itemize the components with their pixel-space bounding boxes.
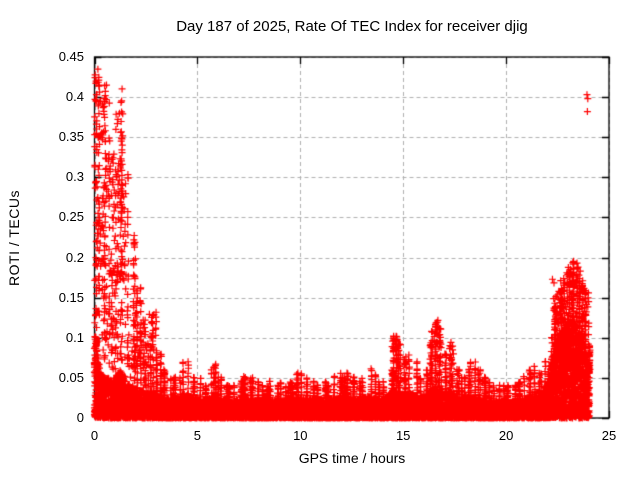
x-tick-label: 15	[395, 428, 411, 443]
y-tick-label: 0.15	[58, 289, 84, 305]
y-tick-label: 0.1	[65, 329, 84, 345]
y-axis-label: ROTI / TECUs	[6, 190, 22, 286]
y-tick-label: 0.2	[65, 249, 84, 265]
y-tick-label: 0.4	[65, 89, 84, 105]
chart-title: Day 187 of 2025, Rate Of TEC Index for r…	[176, 18, 528, 35]
y-tick-label: 0.25	[58, 209, 84, 225]
x-tick-label: 25	[601, 428, 617, 443]
x-tick-label: 10	[293, 428, 308, 443]
x-tick-label: 0	[90, 428, 99, 443]
x-tick-label: 5	[193, 428, 201, 443]
y-tick-label: 0.05	[58, 369, 84, 385]
x-axis-label: GPS time / hours	[298, 450, 406, 466]
y-tick-label: 0.35	[58, 129, 84, 145]
y-tick-label: 0.45	[58, 49, 84, 64]
y-tick-label: 0	[76, 410, 84, 425]
y-tick-label: 0.3	[65, 169, 84, 185]
x-tick-label: 20	[498, 428, 514, 443]
